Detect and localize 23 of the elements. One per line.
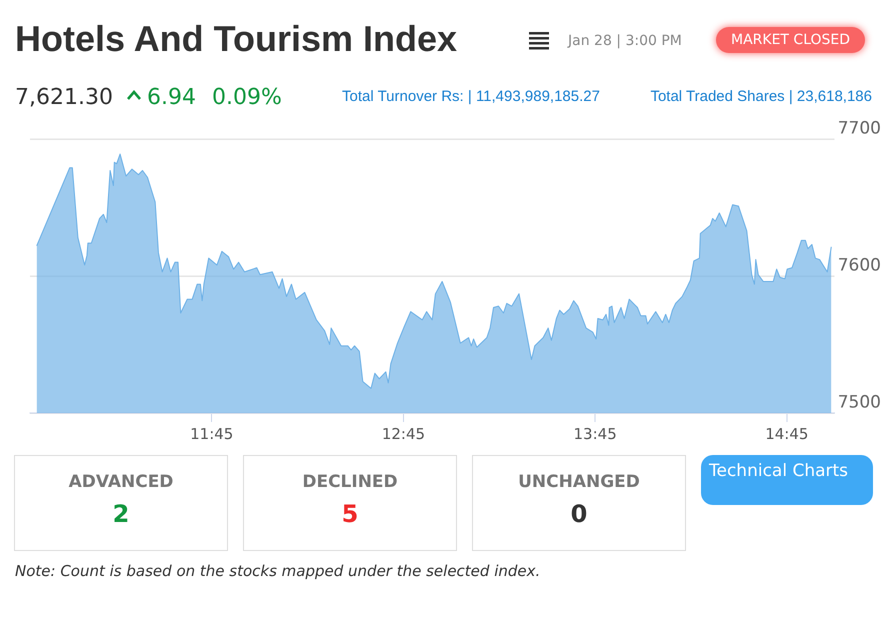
text: Technical Charts bbox=[701, 455, 873, 505]
text: ADVANCED bbox=[68, 472, 174, 492]
text: Jan 28 | 3:00 PM bbox=[568, 33, 682, 49]
x-tick-label: 13:45 bbox=[574, 424, 617, 443]
y-tick-label: 7700 bbox=[838, 118, 881, 138]
text: MARKET CLOSED bbox=[716, 27, 866, 53]
text: 7,621.30 bbox=[15, 85, 113, 110]
text: DECLINED bbox=[301, 472, 399, 492]
text: UNCHANGED bbox=[517, 472, 641, 492]
text: Note: Count is based on the stocks mapped under the selected index. bbox=[15, 562, 540, 580]
text: Total Traded Shares | 23,618,186 bbox=[650, 88, 872, 105]
y-tick-label: 7500 bbox=[838, 392, 881, 412]
chart-title: Hotels And Tourism Index bbox=[15, 18, 458, 60]
text: 6.94 bbox=[147, 85, 196, 110]
x-tick-label: 12:45 bbox=[382, 424, 426, 443]
text: 5 bbox=[340, 500, 360, 528]
text: 0 bbox=[570, 500, 588, 528]
text: 2 bbox=[112, 500, 130, 528]
y-tick-label: 7600 bbox=[838, 255, 881, 276]
x-tick-label: 11:45 bbox=[190, 424, 234, 443]
x-tick-label: 14:45 bbox=[765, 424, 808, 443]
text: 0.09% bbox=[212, 85, 282, 110]
text: Total Turnover Rs: | 11,493,989,185.27 bbox=[342, 88, 600, 105]
